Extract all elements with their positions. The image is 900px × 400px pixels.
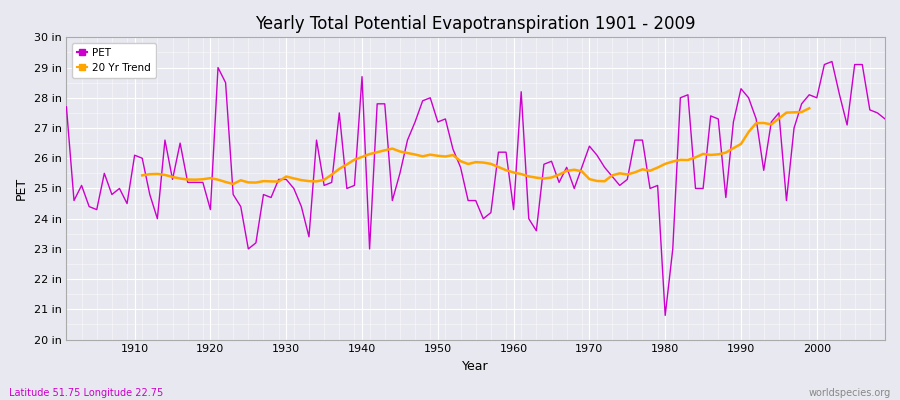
Legend: PET, 20 Yr Trend: PET, 20 Yr Trend (72, 42, 157, 78)
Text: worldspecies.org: worldspecies.org (809, 388, 891, 398)
Text: Latitude 51.75 Longitude 22.75: Latitude 51.75 Longitude 22.75 (9, 388, 163, 398)
Y-axis label: PET: PET (15, 177, 28, 200)
X-axis label: Year: Year (463, 360, 489, 373)
Title: Yearly Total Potential Evapotranspiration 1901 - 2009: Yearly Total Potential Evapotranspiratio… (256, 15, 696, 33)
